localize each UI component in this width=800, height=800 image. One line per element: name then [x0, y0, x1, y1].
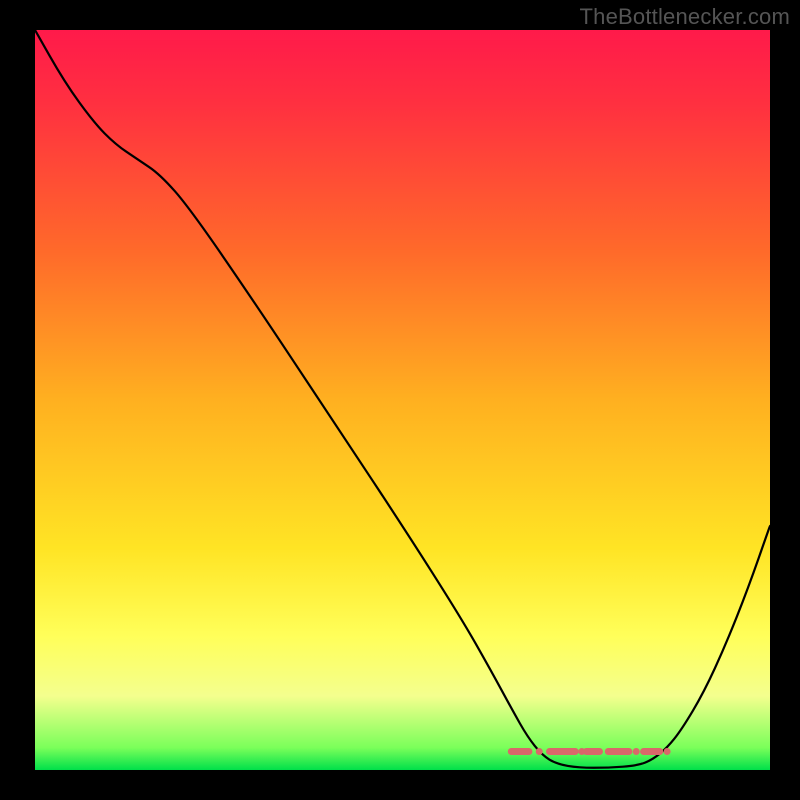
gradient-background	[35, 30, 770, 770]
bottom-marker-dot	[633, 748, 640, 755]
bottom-marker-dot	[664, 748, 671, 755]
chart-container: TheBottlenecker.com	[0, 0, 800, 800]
bottom-marker-dot	[536, 748, 543, 755]
plot-area	[35, 30, 770, 770]
plot-svg	[35, 30, 770, 770]
bottom-marker-dot	[578, 748, 585, 755]
watermark-text: TheBottlenecker.com	[580, 4, 790, 30]
